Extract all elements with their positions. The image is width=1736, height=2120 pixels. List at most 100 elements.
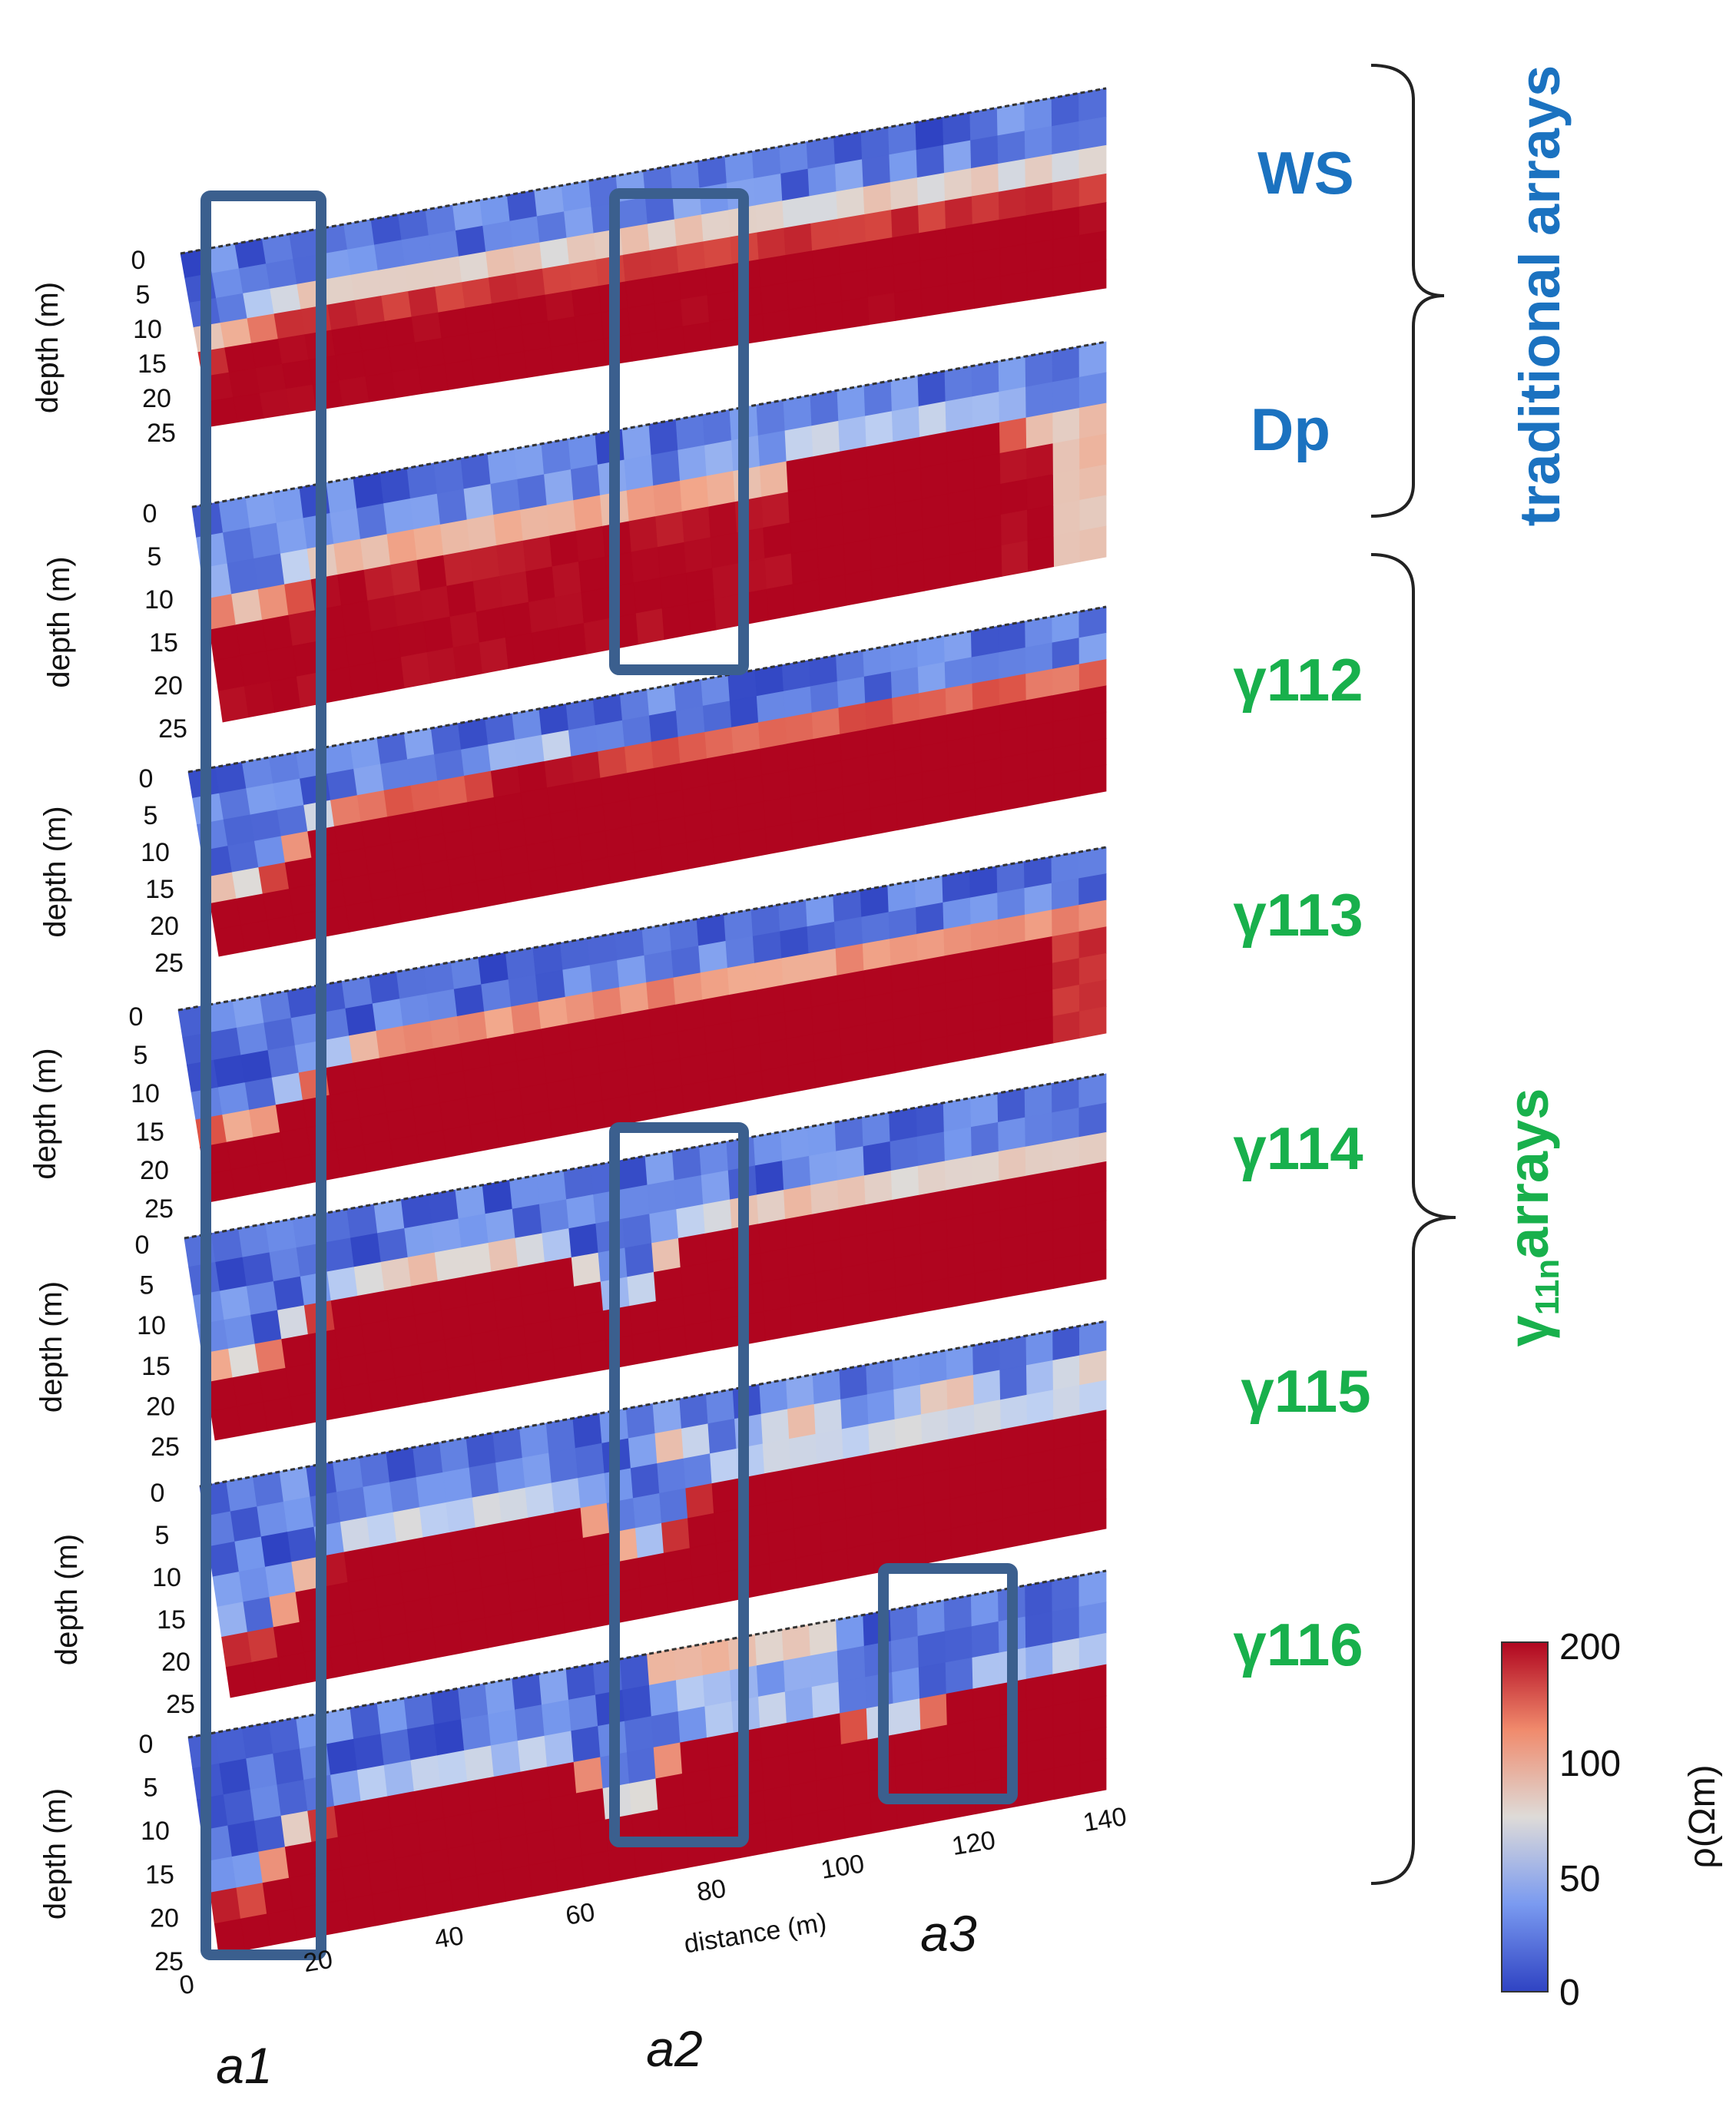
cell bbox=[228, 1343, 260, 1379]
cell bbox=[517, 1735, 548, 1773]
cell bbox=[754, 958, 784, 991]
cell bbox=[359, 1452, 390, 1488]
cell bbox=[787, 1749, 817, 1787]
cell bbox=[565, 1663, 596, 1701]
cell bbox=[921, 767, 949, 800]
cell bbox=[621, 424, 652, 461]
cell bbox=[526, 1349, 556, 1384]
cell bbox=[651, 737, 681, 769]
cell bbox=[370, 214, 403, 246]
cell bbox=[839, 1024, 868, 1057]
depth-tick: 15 bbox=[145, 875, 174, 904]
cell bbox=[522, 1110, 553, 1143]
cell bbox=[810, 1651, 840, 1688]
depth-tick: 5 bbox=[144, 1774, 158, 1803]
cell bbox=[973, 483, 1002, 521]
cell bbox=[237, 1401, 268, 1436]
cell bbox=[254, 1339, 287, 1373]
cell bbox=[811, 1209, 841, 1244]
cell bbox=[217, 1602, 248, 1638]
cell bbox=[1052, 234, 1081, 269]
cell bbox=[1052, 611, 1080, 644]
cell bbox=[949, 1493, 977, 1529]
cell bbox=[508, 974, 539, 1008]
cell bbox=[648, 419, 679, 455]
cell bbox=[600, 773, 630, 805]
cell bbox=[426, 1562, 456, 1598]
cell bbox=[816, 1297, 845, 1332]
cell bbox=[1052, 717, 1081, 749]
cell bbox=[484, 1612, 515, 1648]
cell bbox=[1078, 979, 1107, 1012]
cell bbox=[619, 689, 650, 721]
cell bbox=[371, 1889, 403, 1926]
cell bbox=[449, 611, 480, 648]
cell bbox=[432, 1043, 464, 1076]
cell bbox=[472, 1492, 502, 1529]
cell bbox=[786, 1033, 815, 1067]
cell bbox=[525, 840, 556, 873]
cell bbox=[369, 971, 401, 1005]
cell bbox=[786, 456, 815, 493]
cell bbox=[845, 1513, 874, 1549]
cell bbox=[923, 555, 951, 591]
cell bbox=[1079, 711, 1107, 744]
cell bbox=[867, 472, 896, 509]
cell bbox=[949, 550, 977, 587]
cell bbox=[270, 283, 302, 315]
cell bbox=[573, 495, 604, 532]
cell bbox=[1052, 1669, 1080, 1707]
cell bbox=[386, 1446, 417, 1483]
cell bbox=[810, 681, 840, 714]
cell bbox=[809, 1151, 838, 1186]
cell bbox=[478, 1552, 509, 1588]
brace-gamma bbox=[1370, 553, 1456, 1885]
cell bbox=[712, 832, 741, 865]
cell bbox=[1026, 1229, 1054, 1264]
cell bbox=[566, 1194, 597, 1229]
cell bbox=[549, 809, 580, 841]
cell bbox=[359, 1112, 391, 1146]
cell bbox=[790, 548, 820, 585]
cell bbox=[710, 1794, 740, 1832]
cell bbox=[764, 823, 793, 855]
cell bbox=[469, 1462, 499, 1499]
cell bbox=[1024, 1083, 1053, 1118]
cell bbox=[1079, 464, 1107, 501]
cell bbox=[868, 503, 897, 540]
cell bbox=[760, 1065, 790, 1098]
cell bbox=[456, 1011, 488, 1045]
cell bbox=[864, 210, 893, 243]
cell bbox=[781, 1624, 811, 1661]
cell bbox=[384, 316, 416, 348]
cell bbox=[1028, 1508, 1055, 1544]
zone-label-a3: a3 bbox=[920, 1905, 977, 1962]
cell bbox=[632, 1492, 662, 1529]
cell bbox=[944, 657, 973, 689]
cell bbox=[916, 902, 945, 935]
cell bbox=[648, 1004, 678, 1038]
cell bbox=[246, 783, 278, 816]
depth-tick: 25 bbox=[151, 1433, 180, 1462]
cell bbox=[1000, 779, 1029, 811]
cell bbox=[552, 1824, 582, 1861]
cell bbox=[834, 159, 864, 193]
cell bbox=[621, 1684, 652, 1722]
cell bbox=[652, 1058, 683, 1091]
cell bbox=[1052, 638, 1080, 670]
cell bbox=[576, 1310, 607, 1346]
cell bbox=[1025, 1171, 1054, 1206]
cell bbox=[837, 1175, 866, 1211]
cell bbox=[571, 1725, 601, 1763]
cell bbox=[863, 965, 893, 999]
cell bbox=[383, 498, 415, 535]
cell bbox=[280, 831, 313, 863]
cell bbox=[257, 1501, 288, 1538]
cell bbox=[790, 1301, 819, 1337]
surface-line bbox=[177, 846, 1107, 1012]
cell bbox=[701, 1170, 731, 1205]
cell bbox=[323, 1708, 355, 1745]
cell bbox=[266, 258, 298, 290]
cell bbox=[557, 623, 587, 660]
cell bbox=[868, 1287, 897, 1323]
